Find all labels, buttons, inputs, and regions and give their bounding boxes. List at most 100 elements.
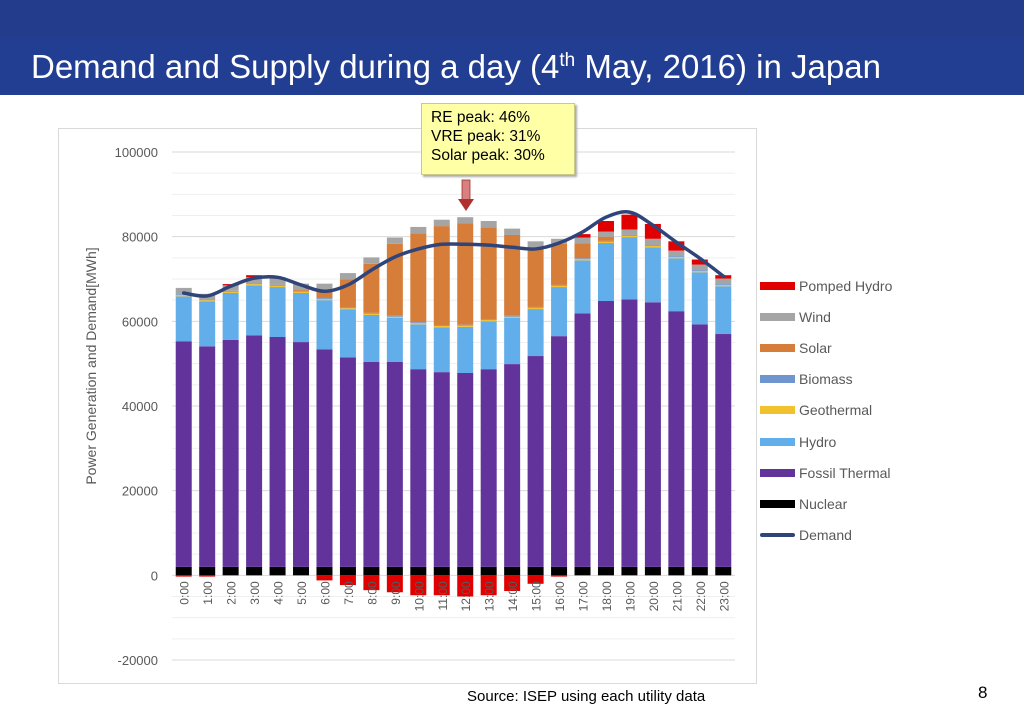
bar-nuclear xyxy=(668,566,685,576)
bar-geothermal xyxy=(363,313,380,315)
bar-biomass xyxy=(668,256,685,257)
bar-biomass xyxy=(293,290,310,292)
bar-wind xyxy=(527,241,544,248)
bar-biomass xyxy=(504,315,521,317)
y-tick-label: 80000 xyxy=(122,230,158,245)
bar-fossil-thermal xyxy=(269,336,286,567)
bar-wind xyxy=(386,237,403,244)
x-tick-label: 5:00 xyxy=(295,581,309,605)
legend-swatch xyxy=(760,281,795,290)
bar-nuclear xyxy=(480,566,497,576)
title-bar: Demand and Supply during a day (4th May,… xyxy=(0,0,1024,95)
y-tick-label: 40000 xyxy=(122,399,158,414)
bar-nuclear xyxy=(621,566,638,576)
bar-pomped-hydro xyxy=(199,575,216,577)
x-tick-label: 14:00 xyxy=(506,581,520,611)
x-tick-label: 17:00 xyxy=(577,581,591,611)
bar-hydro xyxy=(222,292,239,340)
bar-pomped-hydro xyxy=(504,575,521,591)
legend-item: Wind xyxy=(760,301,892,332)
bar-nuclear xyxy=(269,566,286,576)
legend-label: Biomass xyxy=(799,371,853,388)
bar-solar xyxy=(527,247,544,307)
y-tick-label: -20000 xyxy=(118,653,158,668)
bar-biomass xyxy=(457,324,474,326)
bar-nuclear xyxy=(551,566,568,576)
bar-geothermal xyxy=(246,284,263,286)
bar-biomass xyxy=(433,325,450,326)
bar-nuclear xyxy=(457,566,474,576)
bar-fossil-thermal xyxy=(386,361,403,567)
bar-wind xyxy=(433,219,450,227)
bar-geothermal xyxy=(597,241,614,244)
bar-nuclear xyxy=(199,566,216,576)
bar-geothermal xyxy=(691,270,708,273)
x-tick-label: 0:00 xyxy=(178,581,192,605)
callout-solar-peak: Solar peak: 30% xyxy=(431,147,545,164)
legend-swatch xyxy=(760,437,795,446)
bar-nuclear xyxy=(574,566,591,576)
bar-nuclear xyxy=(527,566,544,576)
x-tick-label: 7:00 xyxy=(342,581,356,605)
demand-line xyxy=(181,210,726,298)
bar-geothermal xyxy=(222,291,239,293)
bar-biomass xyxy=(551,284,568,286)
bar-hydro xyxy=(644,247,661,303)
legend-swatch xyxy=(760,499,795,508)
bar-nuclear xyxy=(386,566,403,576)
bar-wind xyxy=(668,250,685,257)
bar-pomped-hydro xyxy=(386,575,403,593)
y-tick-label: 100000 xyxy=(115,145,158,160)
legend-item: Nuclear xyxy=(760,488,892,519)
bar-hydro xyxy=(668,258,685,312)
bar-fossil-thermal xyxy=(222,339,239,567)
legend-label: Hydro xyxy=(799,433,837,450)
legend-label: Solar xyxy=(799,339,832,356)
bar-pomped-hydro xyxy=(339,575,356,586)
bar-wind xyxy=(457,217,474,224)
bar-hydro xyxy=(293,292,310,343)
bar-biomass xyxy=(527,306,544,308)
bar-pomped-hydro xyxy=(316,575,333,581)
bar-hydro xyxy=(480,321,497,370)
bar-wind xyxy=(246,277,263,284)
x-tick-label: 3:00 xyxy=(248,581,262,605)
x-tick-label: 23:00 xyxy=(717,581,731,611)
peak-callout: RE peak: 46% VRE peak: 31% Solar peak: 3… xyxy=(421,103,575,175)
bar-fossil-thermal xyxy=(433,372,450,567)
bar-solar xyxy=(574,243,591,259)
x-tick-label: 19:00 xyxy=(623,581,637,611)
bar-pomped-hydro xyxy=(410,575,427,596)
bar-pomped-hydro xyxy=(691,259,708,265)
x-tick-label: 11:00 xyxy=(436,581,450,610)
bar-biomass xyxy=(597,240,614,242)
slide-title: Demand and Supply during a day (4th May,… xyxy=(31,48,881,86)
legend-label: Nuclear xyxy=(799,495,848,512)
bar-pomped-hydro xyxy=(551,575,568,577)
x-tick-label: 15:00 xyxy=(530,581,544,611)
bar-pomped-hydro xyxy=(433,575,450,596)
legend-swatch xyxy=(760,533,795,538)
legend-label: Wind xyxy=(799,308,831,325)
bar-fossil-thermal xyxy=(621,299,638,567)
bar-wind xyxy=(691,264,708,271)
bar-wind xyxy=(339,273,356,280)
bar-nuclear xyxy=(597,566,614,576)
x-tick-label: 4:00 xyxy=(272,581,286,605)
bar-wind xyxy=(269,278,286,285)
bar-hydro xyxy=(597,243,614,302)
bar-nuclear xyxy=(175,566,192,576)
legend: Pomped Hydro Wind Solar Biomass Geothermal Hy… xyxy=(760,270,892,551)
legend-swatch xyxy=(760,312,795,321)
bar-hydro xyxy=(574,260,591,314)
bar-geothermal xyxy=(199,300,216,302)
legend-item: Pomped Hydro xyxy=(760,270,892,301)
bar-hydro xyxy=(175,296,192,342)
title-superscript: th xyxy=(559,50,576,71)
bar-nuclear xyxy=(363,566,380,576)
bar-nuclear xyxy=(691,566,708,576)
bar-fossil-thermal xyxy=(644,302,661,567)
bar-wind xyxy=(316,283,333,290)
y-axis-label: Power Generation and Demand[MWh] xyxy=(83,247,99,484)
